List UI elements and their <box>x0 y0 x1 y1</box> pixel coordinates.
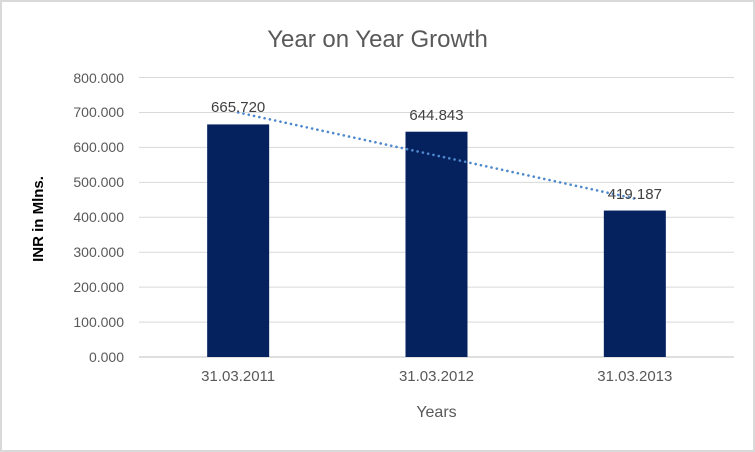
bar <box>603 210 666 357</box>
y-tick-label: 300.000 <box>73 244 124 261</box>
bar <box>207 124 270 357</box>
chart-title: Year on Year Growth <box>267 26 488 53</box>
y-tick-label: 500.000 <box>73 174 124 191</box>
y-tick-label: 600.000 <box>73 139 124 156</box>
x-tick-label: 31.03.2012 <box>398 368 475 385</box>
y-tick-label: 400.000 <box>73 209 124 226</box>
bar <box>405 131 468 357</box>
y-tick-label: 700.000 <box>73 104 124 121</box>
y-tick-label: 0.000 <box>88 349 124 365</box>
data-label: 419.187 <box>607 185 662 203</box>
data-label: 665.720 <box>211 99 266 117</box>
x-tick-label: 31.03.2011 <box>201 368 276 385</box>
x-axis-title: Years <box>416 404 457 421</box>
y-tick-label: 200.000 <box>73 279 124 296</box>
y-tick-label: 800.000 <box>73 69 124 86</box>
data-label: 644.843 <box>409 106 464 124</box>
x-tick-label: 31.03.2013 <box>597 368 673 385</box>
y-tick-label: 100.000 <box>73 314 124 331</box>
